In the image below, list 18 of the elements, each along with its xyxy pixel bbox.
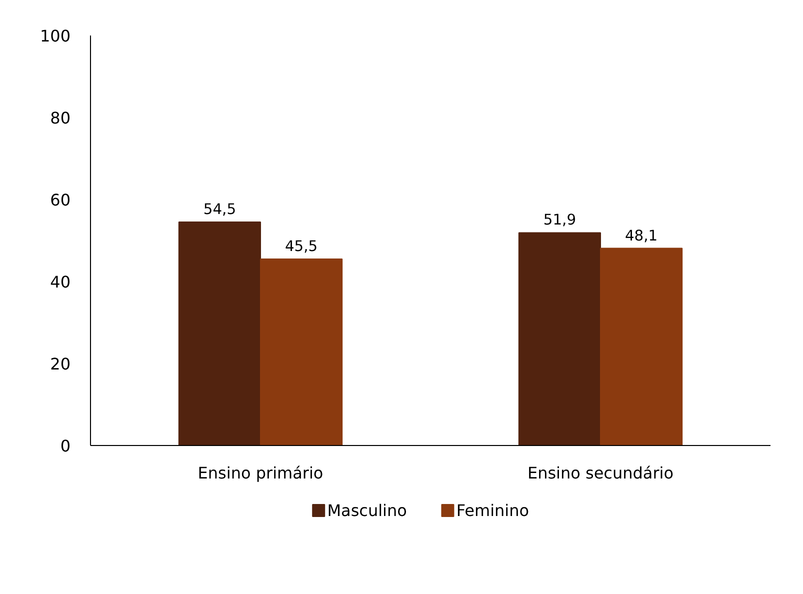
bar — [600, 248, 683, 446]
legend-label: Masculino — [327, 501, 407, 520]
bar — [260, 258, 343, 446]
data-label: 51,9 — [543, 212, 576, 229]
legend-label: Feminino — [456, 501, 530, 520]
x-tick-label: Ensino secundário — [527, 464, 674, 482]
data-label: 54,5 — [203, 201, 236, 218]
y-tick-label: 0 — [60, 436, 71, 456]
y-tick-label: 40 — [50, 272, 70, 292]
bar — [178, 222, 261, 446]
y-tick-label: 60 — [50, 190, 70, 210]
y-tick-label: 20 — [50, 354, 70, 374]
y-tick-label: 80 — [50, 108, 70, 128]
x-tick-label: Ensino primário — [198, 464, 324, 482]
bar — [518, 232, 601, 446]
y-tick-label: 100 — [40, 26, 71, 46]
data-label: 45,5 — [284, 238, 318, 255]
data-label: 48,1 — [624, 227, 658, 244]
